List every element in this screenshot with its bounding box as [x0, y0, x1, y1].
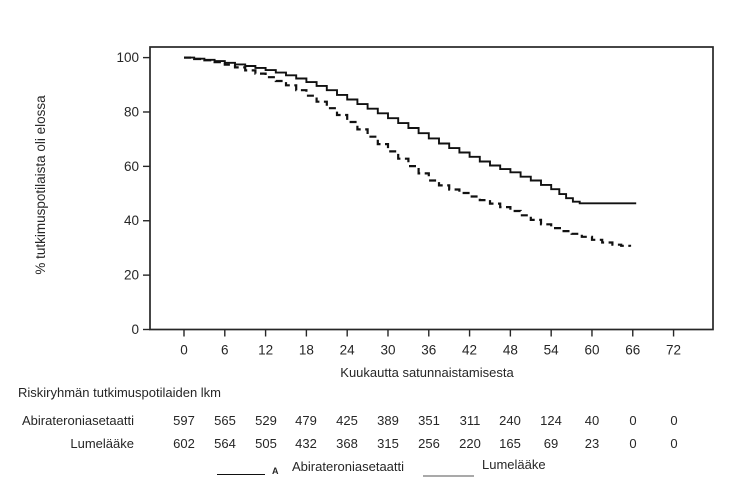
legend-gray-line-icon	[423, 475, 474, 477]
y-tick-label: 60	[124, 159, 139, 174]
x-tick-label: 66	[625, 343, 640, 358]
risk-count: 220	[459, 436, 481, 451]
x-tick-label: 24	[340, 343, 356, 358]
x-tick-label: 0	[180, 343, 188, 358]
x-tick-label: 54	[544, 343, 560, 358]
risk-count: 351	[418, 413, 440, 428]
legend-label-abirateroniasetaatti: Abirateroniasetaatti	[292, 459, 405, 474]
risk-count: 505	[255, 436, 277, 451]
x-tick-label: 48	[503, 343, 518, 358]
risk-count: 165	[499, 436, 521, 451]
risk-count: 0	[629, 436, 637, 451]
y-tick-label: 100	[116, 50, 139, 65]
survival-curve-abirateroniasetaatti	[184, 56, 637, 205]
kaplan-meier-chart: 0 20 40 60 80 100 0 6 12 18 24 30 36 42 48 54 60 66 72	[116, 46, 714, 358]
risk-count: 311	[459, 413, 481, 428]
risk-count: 529	[255, 413, 277, 428]
legend-solid-line-icon	[217, 474, 265, 475]
risk-table-row-label-abirateroniasetaatti: Abirateroniasetaatti	[21, 413, 134, 428]
risk-count: 0	[670, 413, 678, 428]
risk-count: 425	[336, 413, 358, 428]
y-tick-label: 0	[131, 322, 139, 337]
x-tick-label: 18	[299, 343, 314, 358]
x-tick-label: 42	[462, 343, 477, 358]
risk-count: 479	[295, 413, 317, 428]
risk-count: 368	[336, 436, 358, 451]
x-tick-label: 12	[258, 343, 273, 358]
risk-count: 240	[499, 413, 521, 428]
y-tick-label: 40	[124, 213, 139, 228]
x-axis-label: Kuukautta satunnaistamisesta	[340, 365, 514, 380]
risk-count: 0	[629, 413, 637, 428]
plot-frame	[149, 46, 714, 331]
risk-count: 124	[540, 413, 562, 428]
x-tick-label: 36	[421, 343, 436, 358]
risk-count: 69	[543, 436, 559, 451]
risk-count: 0	[670, 436, 678, 451]
risk-count: 23	[584, 436, 600, 451]
risk-count: 564	[214, 436, 236, 451]
legend-censor-marker: A	[272, 466, 279, 476]
x-tick-label: 72	[666, 343, 681, 358]
risk-table-row-label-lumelaake: Lumelääke	[70, 436, 134, 451]
survival-curve-lumelaake	[184, 56, 632, 247]
x-tick-label: 60	[584, 343, 599, 358]
legend-label-lumelaake: Lumelääke	[482, 457, 546, 472]
risk-count: 40	[584, 413, 600, 428]
x-tick-label: 30	[380, 343, 395, 358]
risk-count: 597	[173, 413, 195, 428]
y-tick-label: 20	[124, 268, 139, 283]
risk-count: 432	[295, 436, 317, 451]
risk-table-title: Riskiryhmän tutkimuspotilaiden lkm	[18, 385, 222, 400]
x-tick-label: 6	[221, 343, 229, 358]
risk-count: 315	[377, 436, 399, 451]
risk-count: 602	[173, 436, 195, 451]
risk-count: 256	[418, 436, 440, 451]
risk-count: 565	[214, 413, 236, 428]
y-tick-label: 80	[124, 104, 139, 119]
risk-count: 389	[377, 413, 399, 428]
